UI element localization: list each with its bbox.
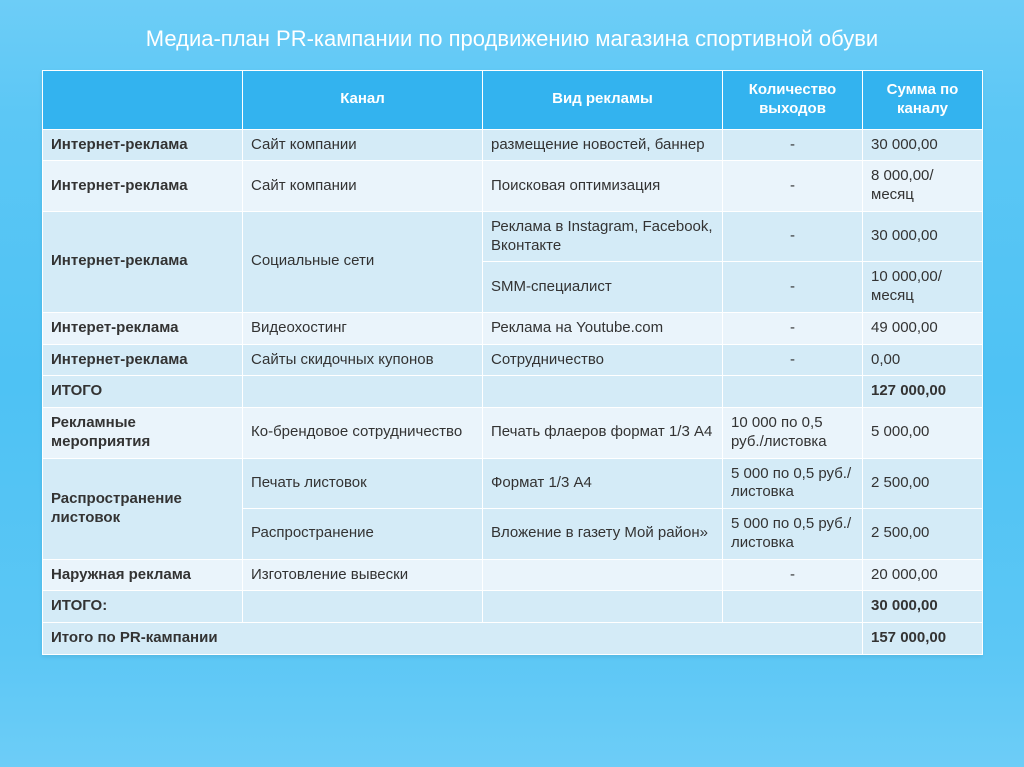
media-plan-table: Канал Вид рекламы Количество выходов Сум… <box>42 70 983 655</box>
cell-category: ИТОГО: <box>43 591 243 623</box>
cell-outputs: - <box>723 129 863 161</box>
cell-channel: Печать листовок <box>243 458 483 509</box>
cell-ad-type: Вложение в газету Мой район» <box>483 509 723 560</box>
cell-category: Распространение листовок <box>43 458 243 559</box>
cell-sum: 49 000,00 <box>863 312 983 344</box>
cell-channel: Сайт компании <box>243 129 483 161</box>
cell-category: Интернет-реклама <box>43 344 243 376</box>
cell-channel: Сайты скидочных купонов <box>243 344 483 376</box>
cell-outputs: - <box>723 161 863 212</box>
cell-sum: 2 500,00 <box>863 458 983 509</box>
cell-channel: Видеохостинг <box>243 312 483 344</box>
table-row: Интерет-реклама Видеохостинг Реклама на … <box>43 312 983 344</box>
table-row: Интернет-реклама Социальные сети Реклама… <box>43 211 983 262</box>
cell-sum: 2 500,00 <box>863 509 983 560</box>
cell-channel <box>243 376 483 408</box>
cell-sum: 30 000,00 <box>863 591 983 623</box>
cell-outputs: - <box>723 262 863 313</box>
cell-category: Рекламные мероприятия <box>43 408 243 459</box>
col-outputs: Количество выходов <box>723 71 863 130</box>
cell-ad-type: Сотрудничество <box>483 344 723 376</box>
cell-ad-type <box>483 559 723 591</box>
col-ad-type: Вид рекламы <box>483 71 723 130</box>
table-row: Интернет-реклама Сайт компании Поисковая… <box>43 161 983 212</box>
cell-outputs: 5 000 по 0,5 руб./листовка <box>723 458 863 509</box>
cell-channel: Социальные сети <box>243 211 483 312</box>
cell-category: ИТОГО <box>43 376 243 408</box>
cell-sum: 20 000,00 <box>863 559 983 591</box>
col-channel: Канал <box>243 71 483 130</box>
cell-ad-type <box>483 591 723 623</box>
table-row: Рекламные мероприятия Ко-брендовое сотру… <box>43 408 983 459</box>
cell-outputs: - <box>723 211 863 262</box>
cell-channel: Ко-брендовое сотрудничество <box>243 408 483 459</box>
col-category <box>43 71 243 130</box>
cell-channel <box>243 591 483 623</box>
page-title: Медиа-план PR-кампании по продвижению ма… <box>0 0 1024 70</box>
cell-ad-type <box>483 376 723 408</box>
cell-ad-type: Формат 1/3 А4 <box>483 458 723 509</box>
table-row: Интернет-реклама Сайты скидочных купонов… <box>43 344 983 376</box>
cell-category: Интернет-реклама <box>43 211 243 312</box>
cell-ad-type: размещение новостей, баннер <box>483 129 723 161</box>
cell-ad-type: Печать флаеров формат 1/3 А4 <box>483 408 723 459</box>
cell-ad-type: Поисковая оптимизация <box>483 161 723 212</box>
table-grand-total-row: Итого по PR-кампании 157 000,00 <box>43 623 983 655</box>
cell-category: Интернет-реклама <box>43 161 243 212</box>
cell-grand-label: Итого по PR-кампании <box>43 623 863 655</box>
cell-ad-type: Реклама в Instagram, Facebook, Вконтакте <box>483 211 723 262</box>
table-row: Распространение листовок Печать листовок… <box>43 458 983 509</box>
cell-ad-type: SMM-специалист <box>483 262 723 313</box>
cell-sum: 10 000,00/месяц <box>863 262 983 313</box>
cell-outputs: 10 000 по 0,5 руб./листовка <box>723 408 863 459</box>
cell-ad-type: Реклама на Youtube.com <box>483 312 723 344</box>
table-subtotal-row: ИТОГО 127 000,00 <box>43 376 983 408</box>
cell-outputs: - <box>723 344 863 376</box>
cell-outputs <box>723 591 863 623</box>
cell-outputs: - <box>723 312 863 344</box>
cell-category: Наружная реклама <box>43 559 243 591</box>
cell-sum: 0,00 <box>863 344 983 376</box>
col-sum: Сумма по каналу <box>863 71 983 130</box>
cell-category: Интернет-реклама <box>43 129 243 161</box>
table-row: Наружная реклама Изготовление вывески - … <box>43 559 983 591</box>
cell-category: Интерет-реклама <box>43 312 243 344</box>
cell-channel: Сайт компании <box>243 161 483 212</box>
cell-sum: 8 000,00/ месяц <box>863 161 983 212</box>
cell-sum: 5 000,00 <box>863 408 983 459</box>
cell-sum: 30 000,00 <box>863 129 983 161</box>
cell-outputs: 5 000 по 0,5 руб./листовка <box>723 509 863 560</box>
table-subtotal-row: ИТОГО: 30 000,00 <box>43 591 983 623</box>
cell-channel: Изготовление вывески <box>243 559 483 591</box>
cell-sum: 30 000,00 <box>863 211 983 262</box>
table-header-row: Канал Вид рекламы Количество выходов Сум… <box>43 71 983 130</box>
media-plan-table-container: Канал Вид рекламы Количество выходов Сум… <box>42 70 982 655</box>
cell-channel: Распространение <box>243 509 483 560</box>
cell-outputs: - <box>723 559 863 591</box>
cell-sum: 127 000,00 <box>863 376 983 408</box>
cell-outputs <box>723 376 863 408</box>
cell-sum: 157 000,00 <box>863 623 983 655</box>
table-row: Интернет-реклама Сайт компании размещени… <box>43 129 983 161</box>
